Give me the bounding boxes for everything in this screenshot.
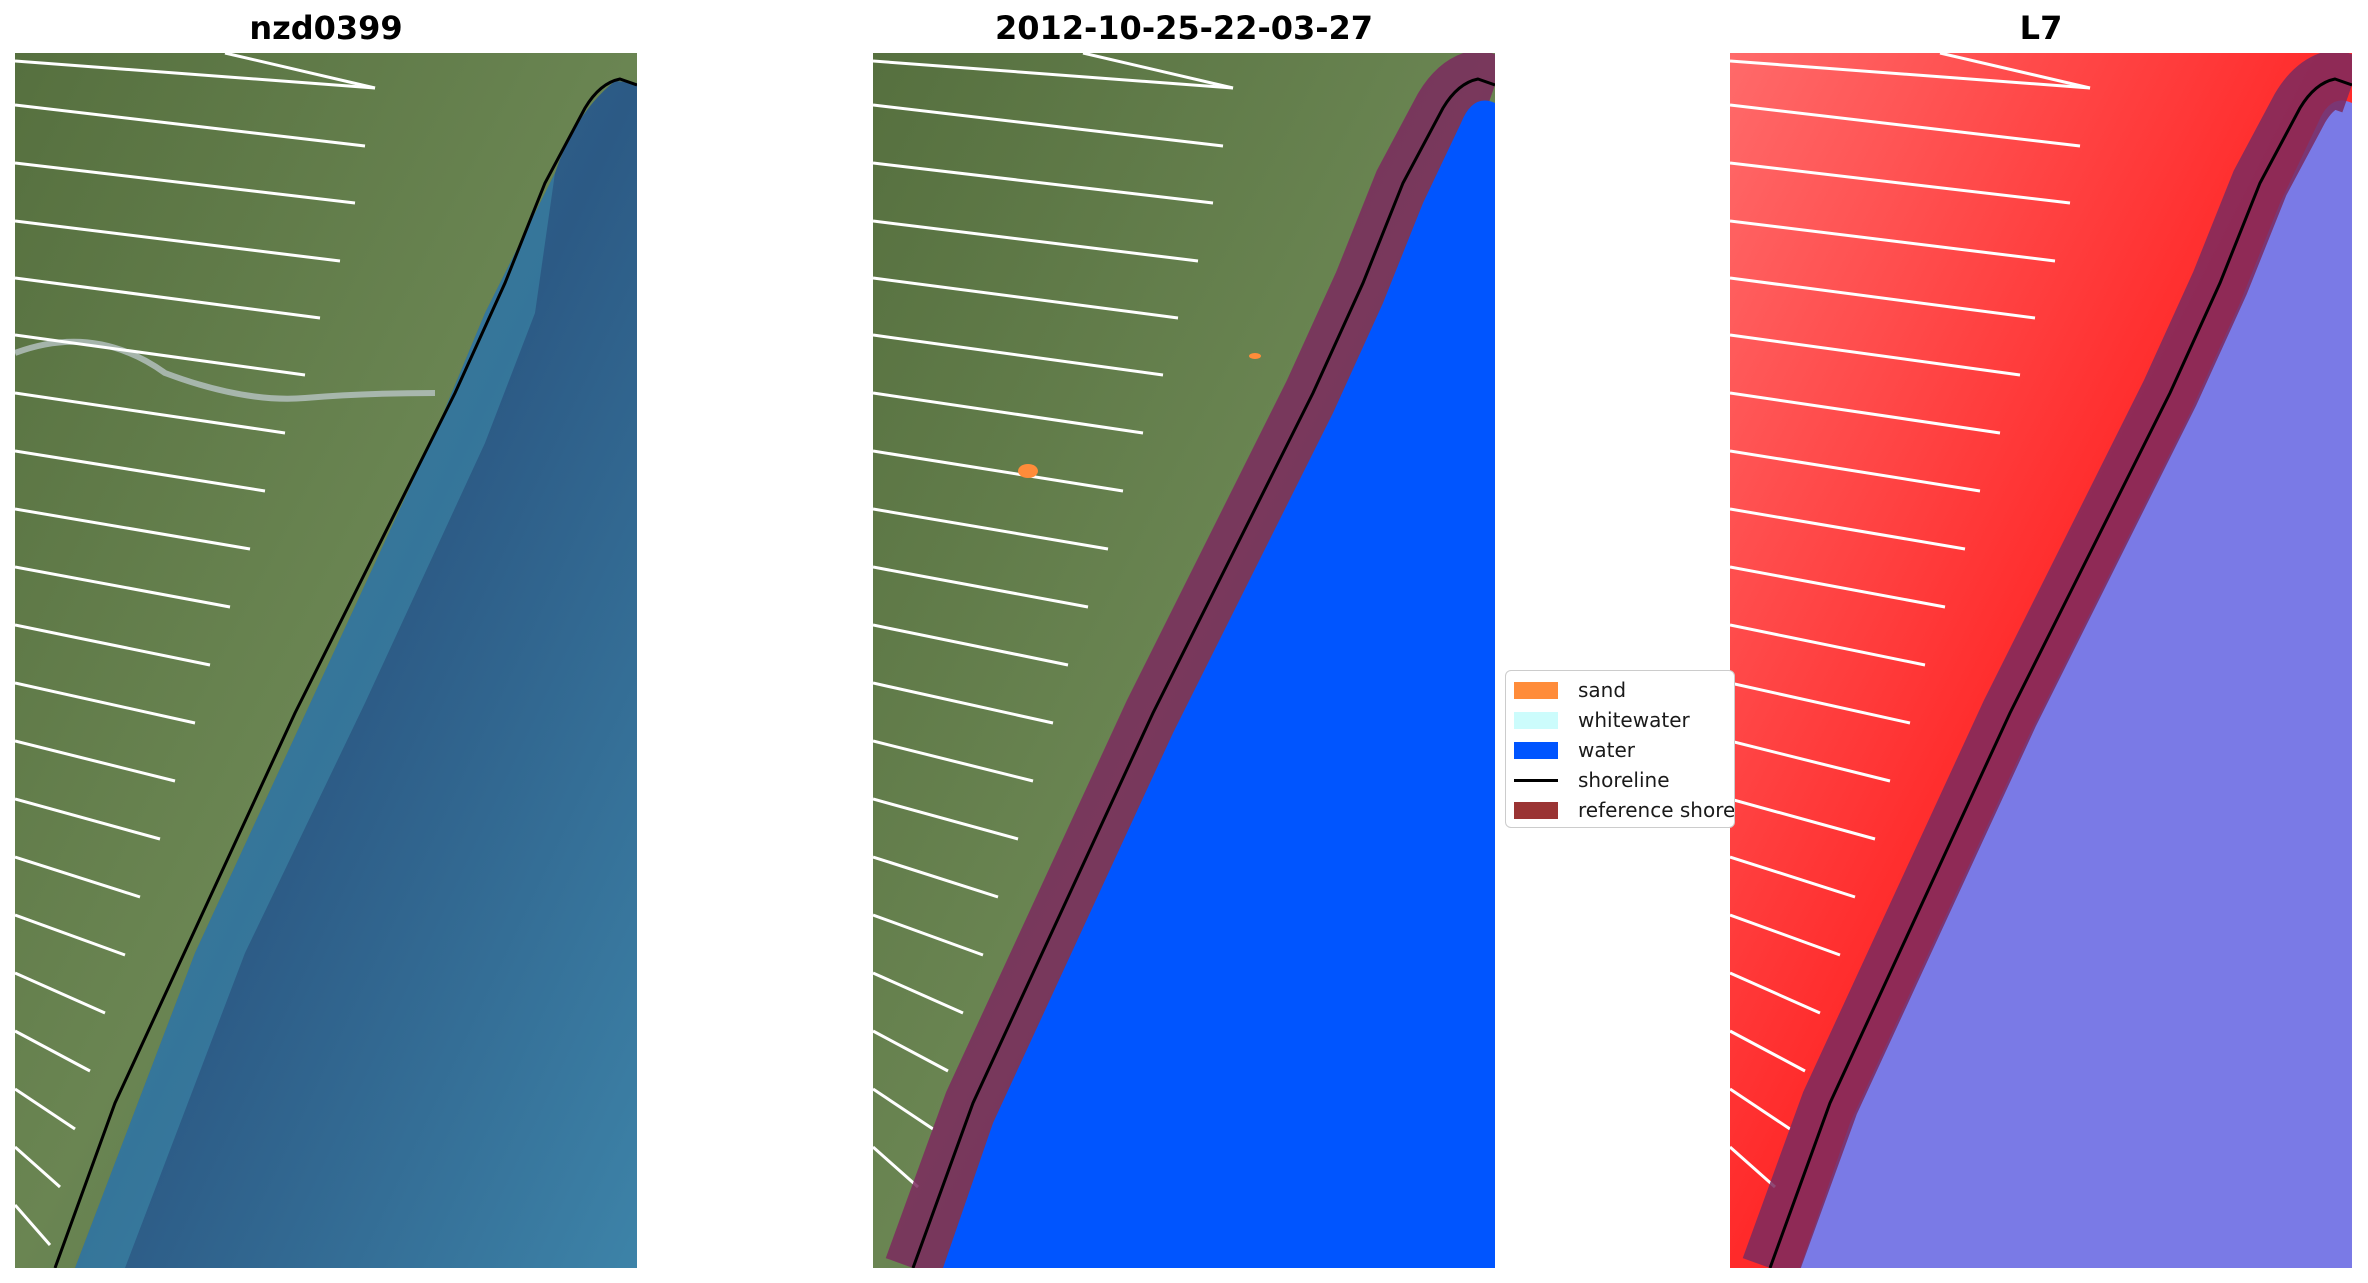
sea-area [1800,100,2352,1268]
classified-image [873,53,1495,1268]
legend: sand whitewater water shoreline referenc… [1505,670,1735,828]
legend-label-shoreline: shoreline [1578,768,1670,792]
rgb-image [15,53,637,1268]
legend-item-reference-shoreline: reference shoreline [1514,795,1735,825]
legend-item-sand: sand [1514,675,1626,705]
river-channel [15,338,436,402]
water-class [943,100,1495,1268]
legend-label-reference-shoreline: reference shoreline [1578,798,1735,822]
scan-line-gaps [1730,53,2091,1189]
legend-swatch-reference-shoreline [1514,801,1558,819]
shoreline [911,77,1495,1268]
legend-item-whitewater: whitewater [1514,705,1690,735]
sand-class [1018,353,1261,478]
legend-swatch-whitewater [1514,711,1558,729]
panel-title-rgb: nzd0399 [249,9,403,47]
classified-image-panel [873,53,1495,1268]
nearshore-turbid-water [75,173,555,1268]
legend-label-sand: sand [1578,678,1627,702]
scan-line-gaps [873,53,1234,1189]
scan-line-gaps [15,53,376,1246]
panel-title-classified: 2012-10-25-22-03-27 [994,9,1374,47]
swir-image [1730,53,2352,1268]
legend-line-shoreline [1514,778,1558,782]
legend-swatch-water [1514,741,1558,759]
legend-item-shoreline: shoreline [1514,765,1670,795]
rgb-image-panel [15,53,637,1268]
shoreline [53,77,637,1268]
shoreline [1768,77,2352,1268]
legend-swatch-sand [1514,681,1558,699]
legend-label-water: water [1578,738,1635,762]
legend-label-whitewater: whitewater [1578,708,1690,732]
swir-image-panel [1730,53,2352,1268]
panel-title-swir: L7 [2019,9,2063,47]
legend-item-water: water [1514,735,1635,765]
